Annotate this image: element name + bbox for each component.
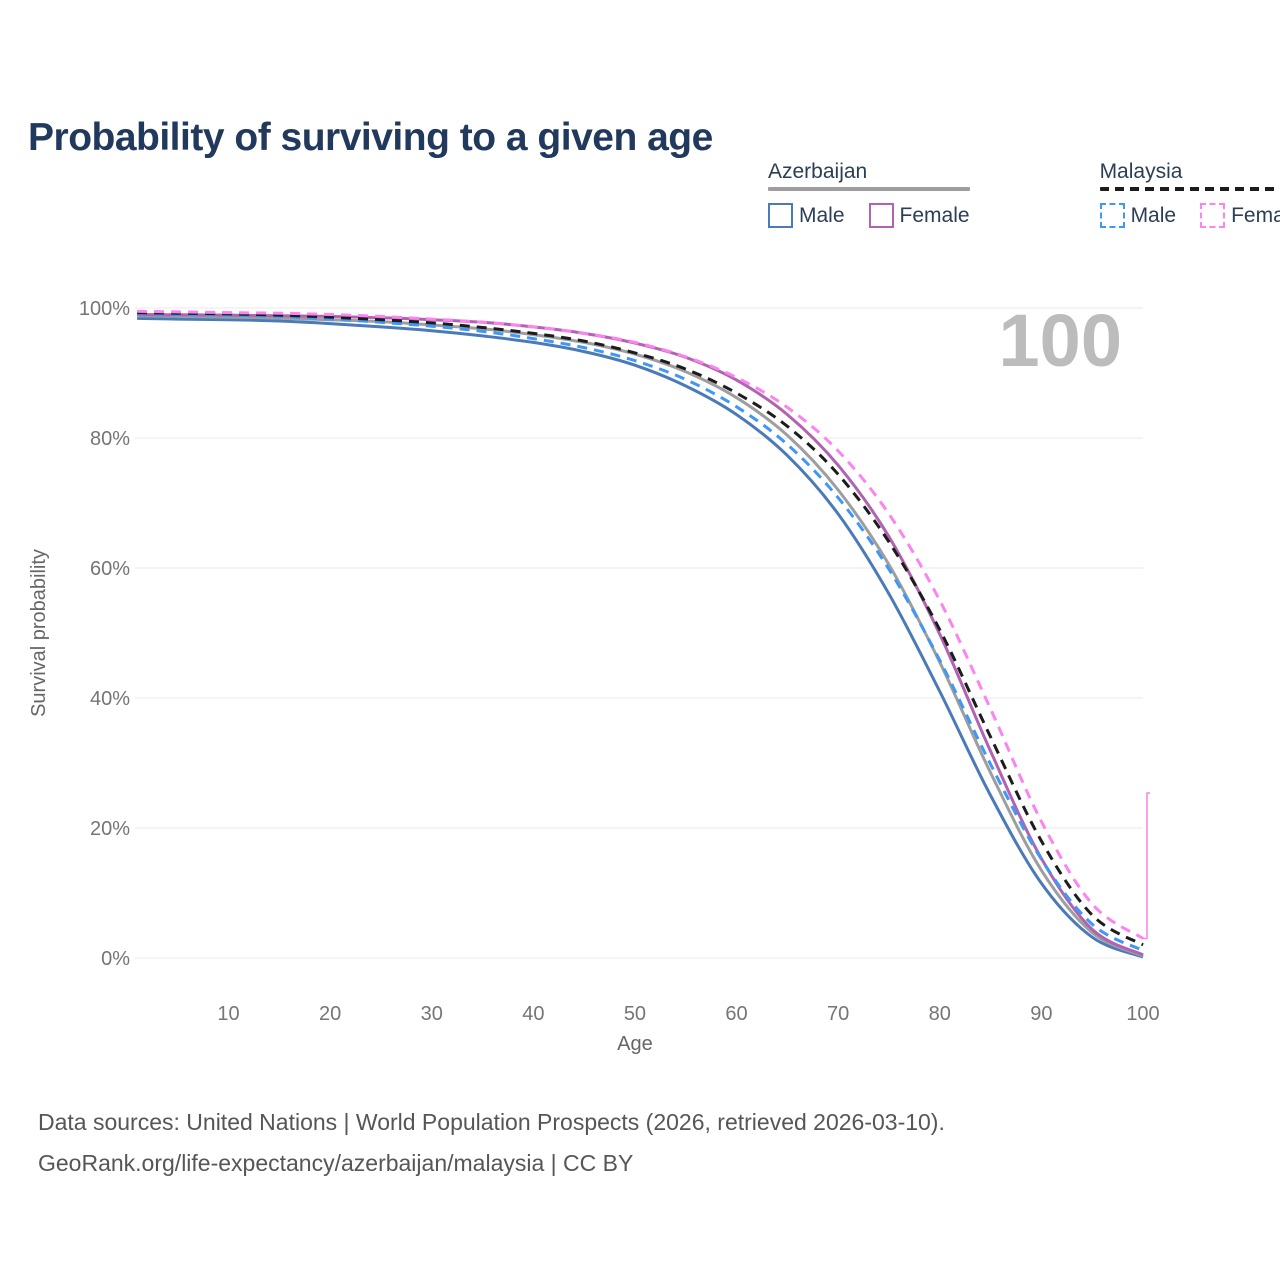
- curve-azerbaijan-male[interactable]: [137, 316, 1144, 959]
- x-axis-tick-label: 50: [624, 1003, 646, 1025]
- solid-square-swatch: [868, 203, 894, 228]
- x-axis-tick-label: 40: [522, 1003, 544, 1025]
- footer: Data sources: United Nations | World Pop…: [38, 1102, 945, 1184]
- x-axis-title: Age: [617, 1033, 653, 1055]
- legend-item-azerbaijan-male[interactable]: Male: [768, 203, 845, 228]
- legend-country-azerbaijan[interactable]: Azerbaijan: [768, 160, 970, 191]
- y-axis-tick-label: 0%: [101, 948, 130, 970]
- legend-group-malaysia: Malaysia Male Female: [1099, 160, 1280, 228]
- legend-item-label: Female: [1231, 203, 1280, 227]
- x-axis-tick-label: 70: [827, 1003, 849, 1025]
- legend-item-malaysia-male[interactable]: Male: [1099, 203, 1177, 228]
- y-axis-tick-label: 20%: [90, 818, 130, 840]
- x-axis-tick-label: 30: [421, 1003, 443, 1025]
- y-axis-tick-label: 60%: [90, 558, 130, 580]
- curve-malaysia-female[interactable]: [137, 309, 1144, 940]
- age-watermark: 100: [999, 299, 1122, 382]
- x-axis-tick-label: 60: [725, 1003, 747, 1025]
- legend-country-label: Azerbaijan: [768, 160, 868, 183]
- x-axis-tick-label: 10: [217, 1003, 239, 1025]
- solid-square-swatch: [768, 203, 793, 228]
- data-sources-line: Data sources: United Nations | World Pop…: [38, 1109, 945, 1135]
- y-axis-tick-label: 80%: [90, 428, 130, 450]
- label-connector: [1143, 792, 1150, 940]
- y-axis-title: Survival probability: [28, 549, 50, 717]
- legend: Azerbaijan Male Female Malaysia Male: [768, 160, 1280, 228]
- solid-line-swatch: [768, 187, 970, 191]
- x-axis-tick-label: 90: [1030, 1003, 1052, 1025]
- legend-item-azerbaijan-female[interactable]: Female: [868, 203, 970, 228]
- dashed-square-swatch: [1200, 203, 1226, 228]
- attribution-line: GeoRank.org/life-expectancy/azerbaijan/m…: [38, 1150, 634, 1176]
- page-title: Probability of surviving to a given age: [28, 116, 713, 160]
- y-axis-tick-label: 100%: [79, 298, 130, 320]
- legend-item-label: Female: [899, 203, 970, 227]
- dashed-line-swatch: [1099, 187, 1280, 191]
- curve-azerbaijan-female[interactable]: [137, 313, 1144, 957]
- dashed-square-swatch: [1099, 203, 1125, 228]
- legend-country-label: Malaysia: [1099, 160, 1183, 183]
- legend-group-azerbaijan: Azerbaijan Male Female: [768, 160, 970, 228]
- legend-item-label: Male: [799, 203, 845, 227]
- legend-item-label: Male: [1130, 203, 1177, 227]
- curve-azerbaijan[interactable]: [137, 314, 1144, 958]
- legend-item-malaysia-female[interactable]: Female: [1200, 203, 1280, 228]
- x-axis-tick-label: 100: [1126, 1003, 1159, 1025]
- x-axis-tick-label: 80: [929, 1003, 951, 1025]
- y-axis-tick-label: 40%: [90, 688, 130, 710]
- legend-country-malaysia[interactable]: Malaysia: [1099, 160, 1280, 191]
- x-axis-tick-label: 20: [319, 1003, 341, 1025]
- curve-malaysia-male[interactable]: [137, 312, 1144, 952]
- curve-malaysia[interactable]: [137, 311, 1144, 947]
